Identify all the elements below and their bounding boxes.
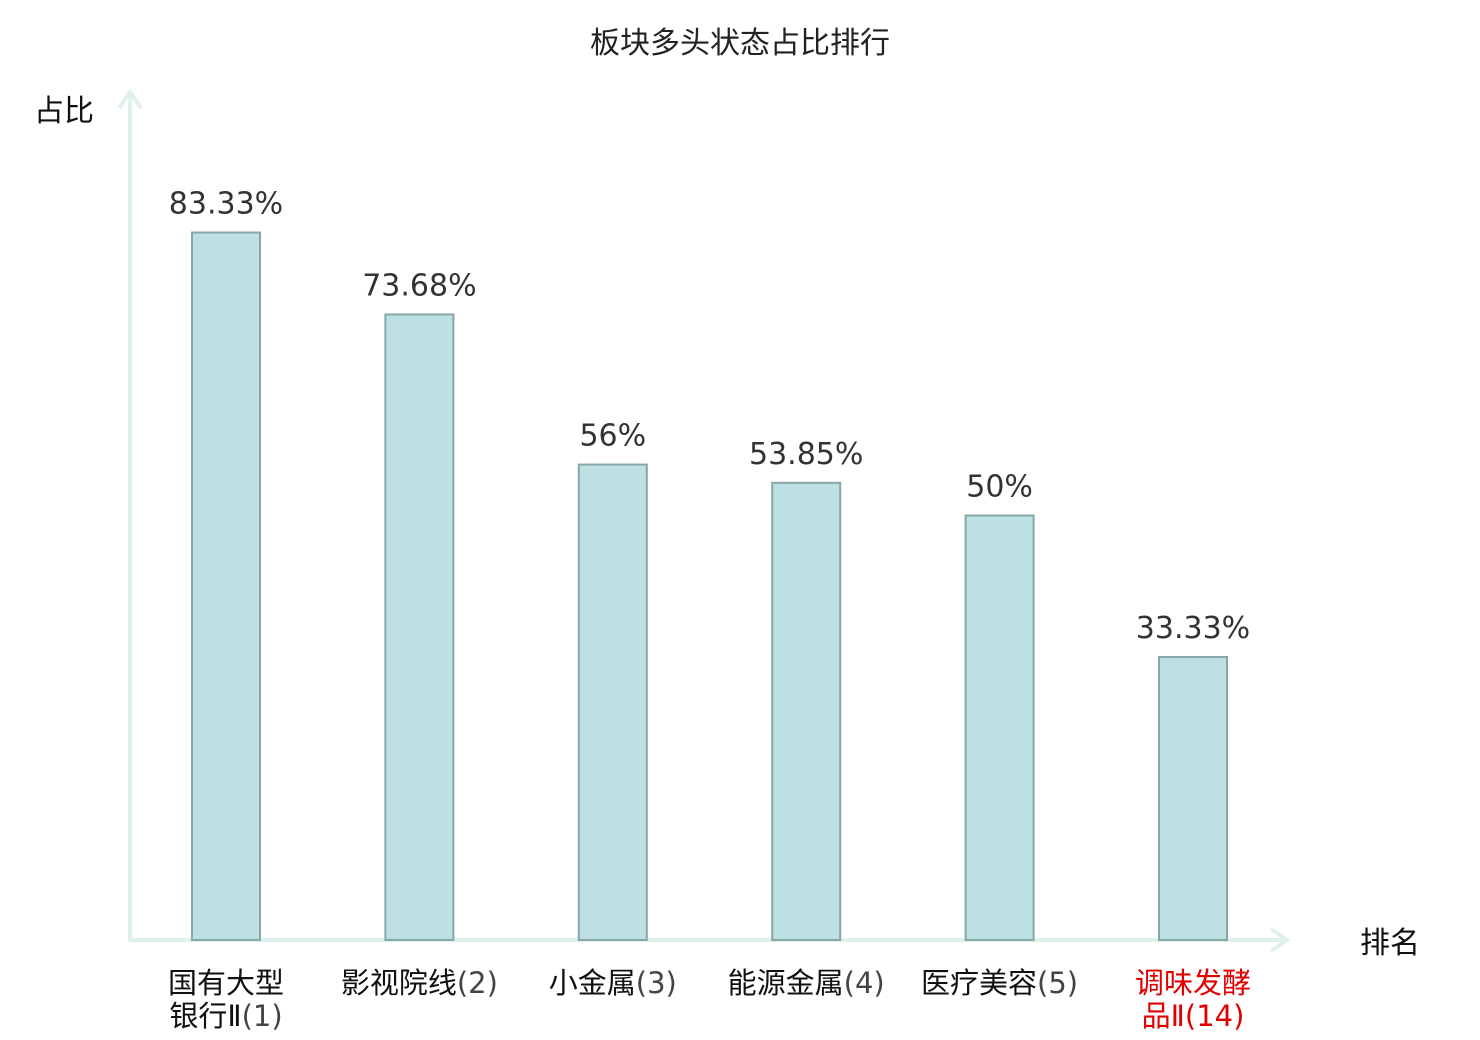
data-label: 53.85% [749,437,863,472]
bar [1158,656,1228,942]
y-axis-arrow-icon [117,88,143,110]
x-tick-label: 医疗美容(5) [921,966,1078,1000]
x-tick-label: 国有大型银行Ⅱ(1) [168,966,284,1033]
bar [384,313,455,941]
data-label: 50% [966,470,1033,505]
x-tick-label: 影视院线(2) [341,966,498,1000]
data-label: 83.33% [169,187,283,222]
data-label: 56% [579,419,646,454]
bar [771,481,842,941]
bar [577,463,648,941]
x-axis [128,927,1291,953]
x-tick-label: 小金属(3) [549,966,677,1000]
chart-title: 板块多头状态占比排行 [590,26,890,61]
y-axis-label: 占比 [34,94,94,129]
x-axis-label: 排名 [1360,926,1420,961]
bar [964,514,1035,941]
y-axis [117,88,143,940]
x-tick-label: 调味发酵品Ⅱ(14) [1135,966,1251,1033]
bar [191,231,261,941]
data-label: 73.68% [362,268,476,303]
data-label: 33.33% [1136,611,1250,646]
x-tick-label: 能源金属(4) [728,966,885,1000]
x-axis-arrow-icon [1269,927,1291,953]
